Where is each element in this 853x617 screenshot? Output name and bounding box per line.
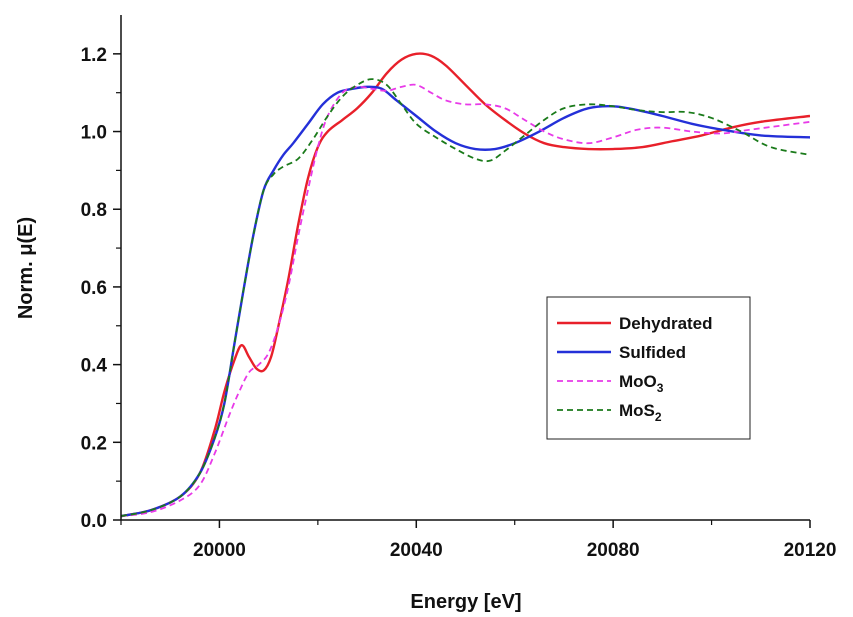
legend-label-sulfided: Sulfided (619, 343, 686, 362)
y-tick-label: 0.4 (81, 356, 108, 377)
x-tick-label: 20120 (784, 540, 837, 561)
legend-label-dehydrated: Dehydrated (619, 314, 713, 333)
x-tick-label: 20080 (587, 540, 640, 561)
legend-box (546, 296, 751, 440)
legend-label-moo3: MoO3 (619, 372, 664, 395)
y-tick-label: 0.6 (81, 278, 107, 299)
axes: 20000 20040 20080 20120 0.0 0.2 0.4 0.6 0.8 1.0 1.… (81, 15, 837, 561)
x-tick-label: 20040 (390, 540, 443, 561)
y-tick-label: 1.2 (81, 45, 107, 66)
legend-label-mos2: MoS2 (619, 401, 662, 424)
plot-lines (121, 52, 810, 518)
y-axis-label: Norm. μ(E) (15, 217, 37, 319)
x-axis-label: Energy [eV] (410, 591, 521, 613)
legend: Dehydrated Sulfided MoO3 MoS2 (546, 296, 751, 440)
series-line-mos2 (121, 78, 810, 518)
y-tick-label: 0.0 (81, 511, 107, 532)
series-line-moo3 (121, 83, 810, 518)
x-tick-label: 20000 (193, 540, 246, 561)
y-tick-label: 0.8 (81, 200, 107, 221)
y-tick-label: 1.0 (81, 123, 107, 144)
series-line-dehydrated (121, 52, 810, 518)
y-tick-label: 0.2 (81, 433, 107, 454)
